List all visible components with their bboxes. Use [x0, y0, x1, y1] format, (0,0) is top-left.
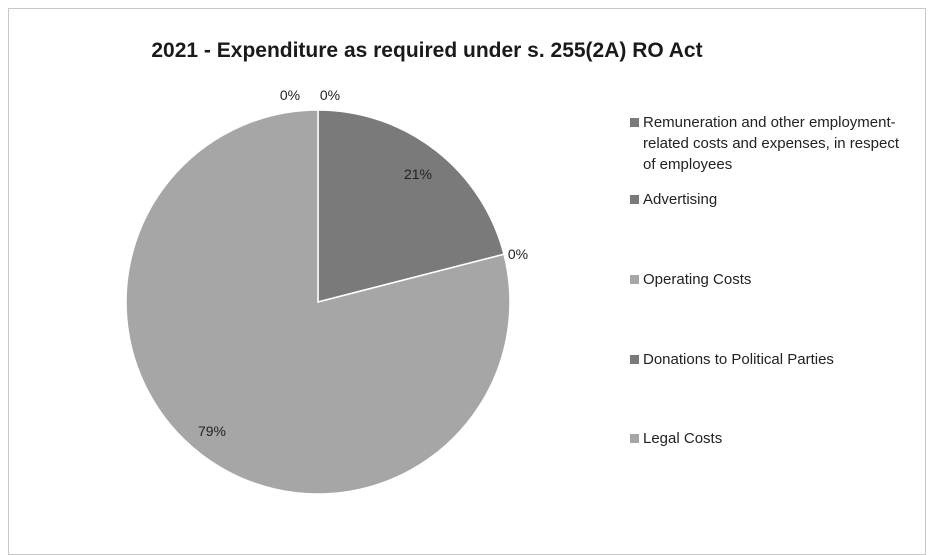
chart-title: 2021 - Expenditure as required under s. …	[151, 39, 703, 62]
legend-swatch-legal-costs	[630, 434, 639, 443]
pie-slice-advertising	[317, 109, 505, 303]
legend-item-legal-costs: Legal Costs	[630, 428, 915, 449]
legend-item-advertising: Advertising	[630, 189, 915, 210]
legend-label-donations: Donations to Political Parties	[643, 351, 834, 368]
pie-chart: 0% 21% 0% 0% 79%	[125, 87, 528, 495]
legend-swatch-advertising	[630, 195, 639, 204]
pie-slice-legal-costs	[125, 109, 511, 495]
data-label-legal-costs: 79%	[198, 423, 226, 439]
legend-item-remuneration: Remuneration and other employment-relate…	[630, 112, 915, 175]
data-label-remuneration: 0%	[280, 87, 300, 103]
legend-swatch-operating-costs	[630, 275, 639, 284]
data-label-operating-costs: 0%	[508, 246, 528, 262]
data-label-advertising: 21%	[404, 166, 432, 182]
legend-item-donations: Donations to Political Parties	[630, 349, 915, 370]
legend-item-operating-costs: Operating Costs	[630, 269, 915, 290]
data-labels: 0% 21% 0% 0% 79%	[198, 87, 528, 439]
legend-label-operating-costs: Operating Costs	[643, 271, 752, 288]
legend-label-remuneration: Remuneration and other employment-relate…	[643, 114, 899, 173]
legend-label-legal-costs: Legal Costs	[643, 430, 723, 447]
legend-swatch-donations	[630, 355, 639, 364]
data-label-donations: 0%	[320, 87, 340, 103]
legend-label-advertising: Advertising	[643, 191, 718, 208]
pie-slices	[125, 109, 511, 495]
legend-swatch-remuneration	[630, 118, 639, 127]
